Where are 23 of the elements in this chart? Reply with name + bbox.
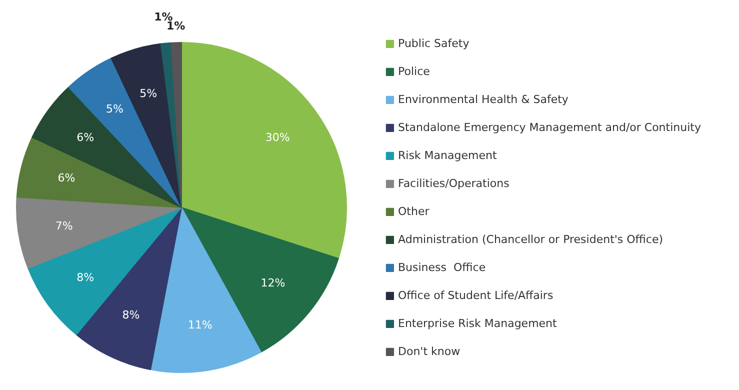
legend-label: Office of Student Life/Affairs: [398, 288, 554, 304]
data-label: 5%: [140, 86, 158, 100]
legend-label: Other: [398, 204, 430, 220]
data-label: 8%: [122, 308, 140, 322]
legend-label: Enterprise Risk Management: [398, 316, 557, 332]
data-label: 8%: [76, 270, 94, 284]
data-label: 6%: [58, 171, 76, 184]
legend-label: Police: [398, 64, 430, 80]
data-label: 30%: [265, 131, 290, 144]
legend-label: Environmental Health & Safety: [398, 92, 568, 108]
legend-label: Facilities/Operations: [398, 176, 510, 192]
data-label: 7%: [55, 220, 73, 233]
data-label: 1%: [166, 20, 186, 33]
legend-label: Risk Management: [398, 148, 497, 164]
legend-label: Administration (Chancellor or President's Office): [398, 232, 664, 248]
legend-label: Don't know: [398, 344, 460, 360]
legend-label: Standalone Emergency Management and/or Continuity: [398, 120, 701, 136]
data-label: 5%: [106, 102, 124, 116]
data-label: 12%: [260, 276, 286, 290]
data-label: 6%: [76, 131, 94, 144]
legend-label: Business Office: [398, 260, 486, 276]
data-label: 11%: [188, 318, 212, 332]
legend-label: Public Safety: [398, 36, 470, 52]
